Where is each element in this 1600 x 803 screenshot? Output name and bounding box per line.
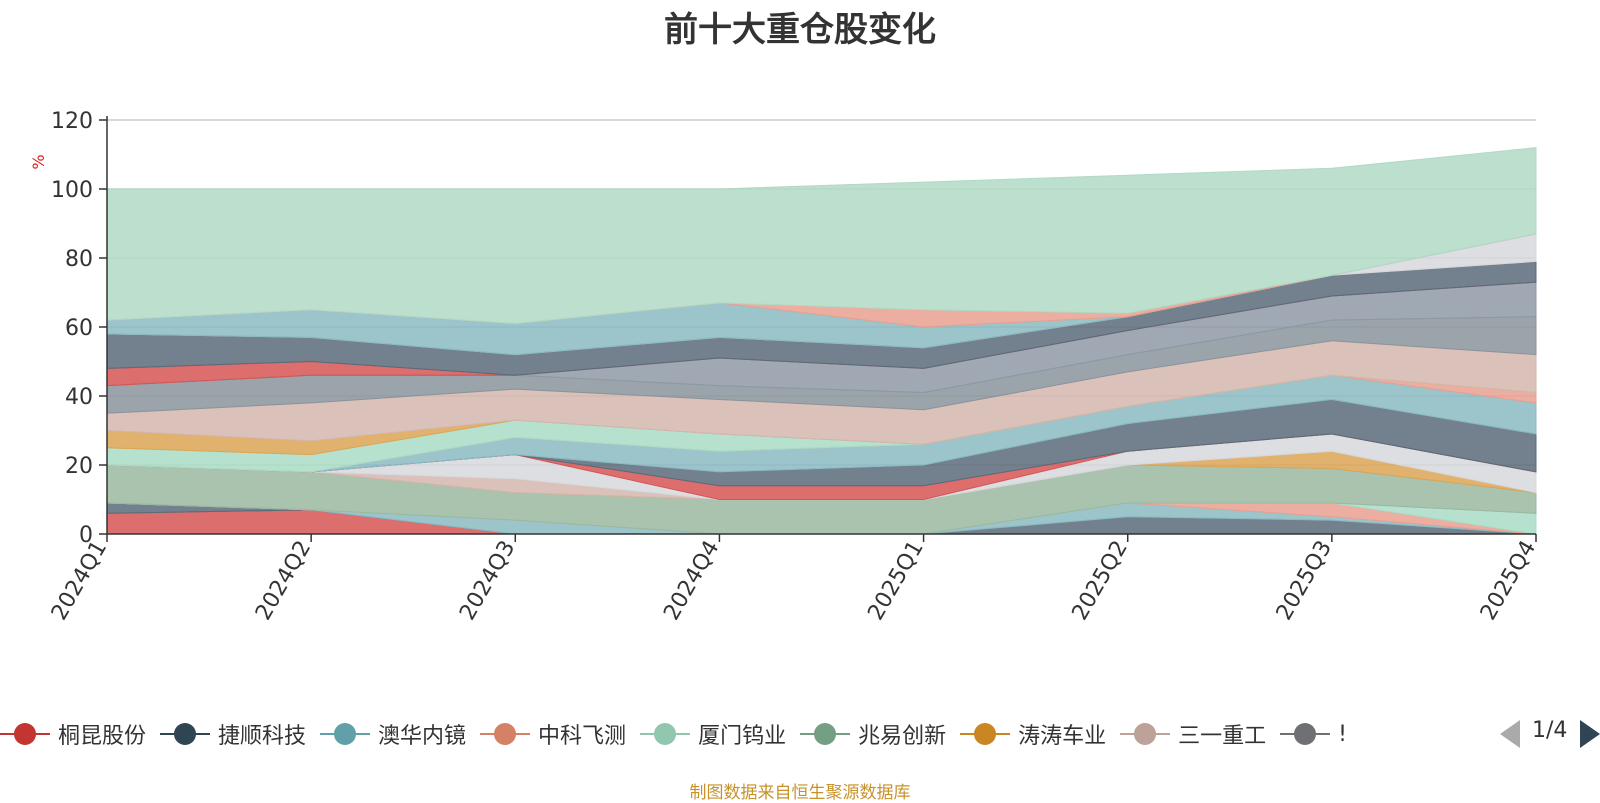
- legend-marker-icon: [480, 722, 531, 746]
- legend-item[interactable]: 厦门钨业: [640, 712, 786, 756]
- series-area-23: [106, 147, 1537, 325]
- y-tick-label: 80: [65, 247, 93, 272]
- legend-page-indicator: 1/4: [1532, 718, 1568, 743]
- legend-marker-icon: [640, 722, 691, 746]
- source-note: 制图数据来自恒生聚源数据库: [689, 783, 911, 803]
- legend-marker-icon: [1120, 722, 1171, 746]
- legend-label: !: [1338, 721, 1347, 747]
- legend-next-arrow-icon[interactable]: [1580, 720, 1600, 748]
- legend-item[interactable]: 三一重工: [1120, 712, 1266, 756]
- legend-label: 三一重工: [1178, 724, 1267, 749]
- legend-label: 桐昆股份: [58, 724, 147, 749]
- x-tick-label: 2025Q4: [1476, 537, 1541, 625]
- legend-item[interactable]: 桐昆股份: [0, 712, 146, 756]
- y-tick-label: 100: [51, 178, 93, 203]
- x-tick-label: 2024Q4: [659, 537, 724, 625]
- legend-item[interactable]: 兆易创新: [800, 712, 946, 756]
- y-tick-label: 20: [65, 454, 93, 479]
- x-tick-label: 2025Q1: [863, 537, 928, 625]
- chart-title: 前十大重仓股变化: [664, 10, 936, 50]
- legend-item[interactable]: 澳华内镜: [320, 712, 466, 756]
- area-layer: [106, 147, 1537, 535]
- legend-item[interactable]: 涛涛车业: [960, 712, 1106, 756]
- legend: 桐昆股份 捷顺科技 澳华内镜 中科飞测 厦门钨业 兆易创新 涛涛车业 三一重工!: [0, 712, 1470, 756]
- legend-prev-arrow-icon[interactable]: [1500, 720, 1520, 748]
- x-tick-label: 2024Q2: [251, 537, 316, 625]
- legend-label: 厦门钨业: [698, 724, 787, 749]
- legend-pager: 1/4: [1500, 718, 1600, 752]
- legend-label: 涛涛车业: [1018, 724, 1107, 749]
- legend-label: 澳华内镜: [378, 724, 467, 749]
- legend-marker-icon: [1280, 722, 1331, 746]
- x-tick-label: 2024Q3: [455, 537, 520, 625]
- y-tick-label: 0: [79, 523, 93, 548]
- legend-marker-icon: [800, 722, 851, 746]
- legend-label: 兆易创新: [858, 724, 947, 749]
- legend-label: 捷顺科技: [218, 724, 307, 749]
- y-tick-label: 120: [51, 109, 93, 134]
- legend-item[interactable]: !: [1280, 712, 1347, 756]
- y-tick-label: 40: [65, 385, 93, 410]
- x-tick-label: 2024Q1: [47, 537, 112, 625]
- x-tick-label: 2025Q2: [1068, 537, 1133, 625]
- legend-label: 中科飞测: [538, 724, 627, 749]
- legend-item[interactable]: 中科飞测: [480, 712, 626, 756]
- legend-marker-icon: [960, 722, 1011, 746]
- y-tick-label: 60: [65, 316, 93, 341]
- y-axis-unit: %: [29, 154, 48, 169]
- legend-marker-icon: [160, 722, 211, 746]
- legend-marker-icon: [320, 722, 371, 746]
- legend-item[interactable]: 捷顺科技: [160, 712, 306, 756]
- legend-marker-icon: [0, 722, 50, 746]
- x-tick-label: 2025Q3: [1272, 537, 1337, 625]
